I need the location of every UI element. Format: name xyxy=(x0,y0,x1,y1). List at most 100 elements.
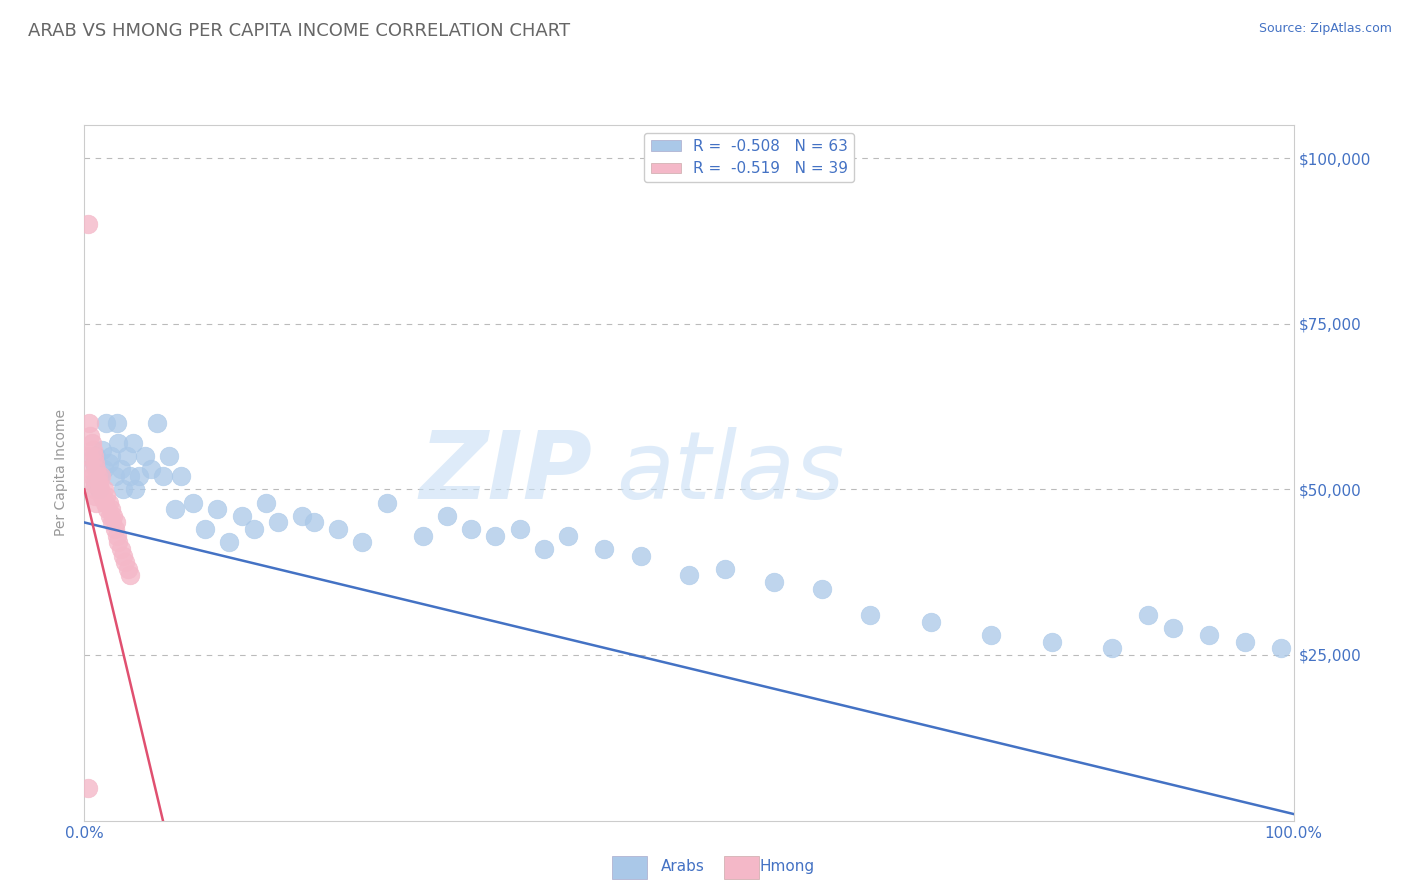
Point xyxy=(79,429,101,443)
Point xyxy=(714,562,737,576)
Point xyxy=(207,502,229,516)
Point xyxy=(107,535,129,549)
Point xyxy=(77,449,100,463)
Text: Arabs: Arabs xyxy=(661,859,704,874)
Point xyxy=(84,456,107,470)
Point xyxy=(267,516,290,530)
Point xyxy=(83,483,105,497)
Point xyxy=(97,456,120,470)
Point xyxy=(89,483,111,497)
Point xyxy=(121,436,143,450)
Point xyxy=(94,416,117,430)
Point xyxy=(82,475,104,490)
Point xyxy=(181,495,204,509)
Point xyxy=(1270,641,1292,656)
Point xyxy=(83,449,105,463)
Point xyxy=(103,508,125,523)
Point xyxy=(86,469,108,483)
Point xyxy=(124,483,146,497)
Point xyxy=(112,549,135,563)
Point xyxy=(139,462,162,476)
Point xyxy=(165,502,187,516)
Point xyxy=(352,535,374,549)
Point xyxy=(94,489,117,503)
Point xyxy=(87,475,110,490)
Point xyxy=(593,541,616,556)
Point xyxy=(128,469,150,483)
Point xyxy=(117,562,139,576)
Point xyxy=(105,529,128,543)
Point xyxy=(152,469,174,483)
Point xyxy=(460,522,482,536)
Point xyxy=(170,469,193,483)
Y-axis label: Per Capita Income: Per Capita Income xyxy=(55,409,69,536)
Point xyxy=(484,529,506,543)
Point xyxy=(436,508,458,523)
Text: atlas: atlas xyxy=(616,427,845,518)
Point xyxy=(115,449,138,463)
Point xyxy=(96,502,118,516)
Point xyxy=(120,469,142,483)
Point xyxy=(375,495,398,509)
Point xyxy=(84,475,107,490)
Point xyxy=(77,416,100,430)
Point xyxy=(91,442,114,457)
Point xyxy=(811,582,834,596)
Point xyxy=(762,575,785,590)
Point xyxy=(1198,628,1220,642)
Point xyxy=(93,483,115,497)
Point xyxy=(90,469,112,483)
Point xyxy=(533,541,555,556)
Text: ARAB VS HMONG PER CAPITA INCOME CORRELATION CHART: ARAB VS HMONG PER CAPITA INCOME CORRELAT… xyxy=(28,22,571,40)
Point xyxy=(104,469,127,483)
Point xyxy=(104,516,127,530)
Point xyxy=(100,449,122,463)
Point xyxy=(194,522,217,536)
Point xyxy=(112,483,135,497)
Point xyxy=(105,416,128,430)
Point xyxy=(82,442,104,457)
Point xyxy=(678,568,700,582)
Point xyxy=(93,462,115,476)
Point xyxy=(84,489,107,503)
Point xyxy=(86,449,108,463)
Point xyxy=(146,416,169,430)
Point xyxy=(101,516,124,530)
Point xyxy=(630,549,652,563)
Point xyxy=(87,483,110,497)
Point xyxy=(157,449,180,463)
Point xyxy=(557,529,579,543)
Point xyxy=(1234,634,1257,648)
Point xyxy=(859,608,882,623)
Point xyxy=(104,522,127,536)
Point xyxy=(79,462,101,476)
Point xyxy=(980,628,1002,642)
Point xyxy=(91,489,114,503)
Point xyxy=(86,462,108,476)
Point xyxy=(1161,622,1184,636)
Point xyxy=(89,469,111,483)
Text: Hmong: Hmong xyxy=(759,859,814,874)
Point xyxy=(77,217,100,231)
Point xyxy=(412,529,434,543)
Point xyxy=(110,462,132,476)
Point xyxy=(83,456,105,470)
Point xyxy=(120,568,142,582)
Point xyxy=(328,522,350,536)
Point xyxy=(86,495,108,509)
Point xyxy=(302,516,325,530)
Point xyxy=(77,780,100,795)
Point xyxy=(134,449,156,463)
Point xyxy=(107,436,129,450)
Point xyxy=(1101,641,1123,656)
Point xyxy=(110,541,132,556)
Point xyxy=(100,502,122,516)
Point xyxy=(242,522,264,536)
Text: Source: ZipAtlas.com: Source: ZipAtlas.com xyxy=(1258,22,1392,36)
Point xyxy=(1137,608,1160,623)
Point xyxy=(231,508,253,523)
Point xyxy=(509,522,531,536)
Legend: R =  -0.508   N = 63, R =  -0.519   N = 39: R = -0.508 N = 63, R = -0.519 N = 39 xyxy=(644,133,855,182)
Point xyxy=(80,436,103,450)
Text: ZIP: ZIP xyxy=(419,426,592,519)
